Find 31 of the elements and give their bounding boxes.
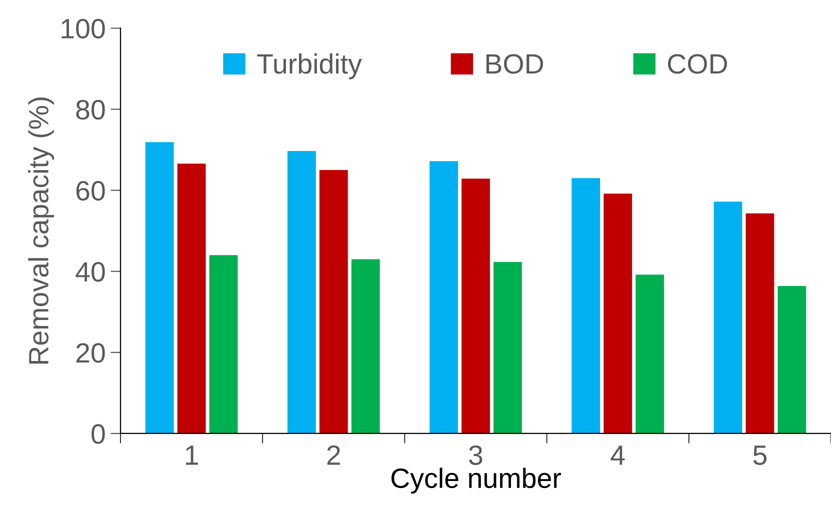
y-tick-label: 40 <box>76 262 105 282</box>
y-tick-label: 100 <box>62 18 105 39</box>
bar <box>494 262 522 434</box>
bar <box>572 178 600 434</box>
bar <box>462 178 490 434</box>
y-tick-label: 80 <box>76 100 105 120</box>
legend-label: Turbidity <box>257 53 362 80</box>
bar <box>177 164 206 434</box>
y-tick-label: 20 <box>76 343 105 363</box>
bar <box>746 213 774 434</box>
y-tick-label: 60 <box>76 180 105 201</box>
legend-label: BOD <box>486 54 544 74</box>
y-tick-label: 0 <box>92 424 105 444</box>
y-axis-title: Removal capacity (%) <box>28 98 54 364</box>
bar <box>778 286 806 434</box>
legend-label: COD <box>668 54 727 74</box>
bar <box>145 142 174 434</box>
x-tick-label: 5 <box>753 446 767 465</box>
x-tick-label: 4 <box>610 446 625 465</box>
bar <box>636 274 664 434</box>
bar <box>714 202 742 434</box>
x-tick-label: 3 <box>469 445 482 465</box>
bar <box>351 259 380 434</box>
bar <box>604 194 632 434</box>
bar <box>430 161 458 434</box>
bar <box>209 255 238 434</box>
bar <box>287 151 316 434</box>
bar <box>319 170 348 434</box>
x-axis-title: Cycle number <box>391 468 561 494</box>
x-tick-label: 2 <box>327 445 340 465</box>
x-tick-label: 1 <box>186 446 198 465</box>
